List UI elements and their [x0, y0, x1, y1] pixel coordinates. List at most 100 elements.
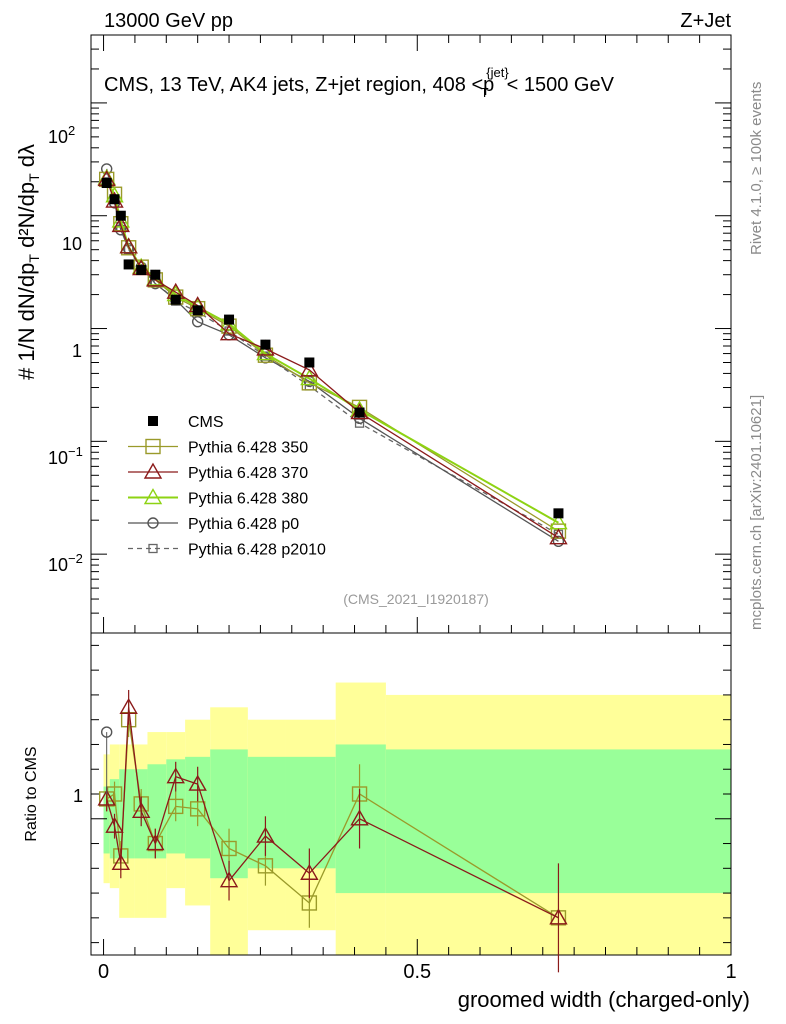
legend-marker-350 [145, 438, 161, 455]
ratio-bands [103, 682, 731, 955]
series-point-p0 [191, 315, 204, 328]
y-title-tail: d²N/dp [14, 182, 39, 254]
ratio-point-370 [549, 908, 568, 925]
y-tick-label-1e-1: 10−1 [48, 444, 83, 468]
y-tick-base: 10 [48, 127, 68, 147]
ratio-series-group [97, 689, 568, 973]
data-point-cms [192, 305, 203, 316]
series-line-p2010 [106, 181, 559, 535]
title-prefix: CMS, 13 TeV, AK4 jets, Z+jet region, 408… [104, 74, 494, 96]
main-series-group [97, 163, 568, 547]
rivet-version-text: Rivet 4.1.0, ≥ 100k events [748, 82, 765, 255]
y-title-sub: T [26, 254, 42, 263]
band-inner-segment [103, 786, 110, 854]
legend-marker-370 [143, 462, 163, 479]
series-point-p0 [100, 163, 113, 175]
series-point-p0 [552, 535, 565, 547]
legend-label-p2010: Pythia 6.428 p2010 [188, 542, 326, 559]
ratio-point-350 [221, 840, 237, 857]
legend: CMS Pythia 6.428 350 Pythia 6.428 370 Pythi… [128, 414, 326, 559]
y-axis-title-text: # 1/N dN/dpT d²N/dpT dλ [14, 144, 42, 380]
data-point-cms [123, 259, 134, 270]
rivet-text: Rivet 4.1.0, ≥ 100k events [748, 82, 765, 255]
ratio-point-370 [97, 789, 116, 806]
legend-marker-p0 [147, 517, 159, 529]
y-title-hash: # [14, 362, 39, 380]
series-line-370 [106, 179, 559, 539]
legend-label-380: Pythia 6.428 380 [188, 491, 308, 508]
legend-label-p0: Pythia 6.428 p0 [188, 516, 299, 533]
series-point-350 [550, 523, 567, 539]
y-tick-label-10: 10 [62, 234, 82, 254]
series-point-370 [300, 360, 319, 377]
ratio-point-370 [256, 826, 275, 843]
header-left: 13000 GeV pp [104, 10, 233, 32]
ratio-y-title-text: Ratio to CMS [23, 746, 40, 841]
series-point-370 [119, 237, 138, 254]
x-tick-label-0.5: 0.5 [403, 961, 431, 983]
ratio-axis-ticks [91, 644, 732, 955]
ratio-point-370 [300, 863, 319, 880]
data-point-cms [109, 194, 120, 205]
ratio-point-370 [350, 809, 369, 826]
legend-label-data: CMS [188, 414, 224, 431]
legend-label-350: Pythia 6.428 350 [188, 440, 308, 457]
title-suffix: < 1500 GeV [507, 74, 615, 96]
ratio-point-370 [188, 774, 207, 791]
analysis-watermark: (CMS_2021_I1920187) [343, 591, 489, 607]
series-point-370 [219, 324, 239, 341]
series-line-p0 [106, 168, 559, 542]
ratio-point-370 [146, 834, 165, 851]
y-tick-exp: 2 [68, 123, 75, 138]
y-tick-label-1e-2: 10−2 [48, 551, 83, 575]
title-sub: T [481, 85, 489, 100]
series-point-370 [549, 528, 568, 545]
data-point-cms [304, 357, 315, 368]
ratio-point-370 [111, 853, 131, 871]
y-tick-base: 10 [48, 448, 68, 468]
legend-marker-p2010 [148, 543, 158, 554]
main-plot-frame [90, 34, 732, 634]
y-tick-exp: −1 [68, 444, 83, 459]
legend-marker-380 [143, 488, 163, 505]
main-axis-ticks [91, 34, 732, 634]
y-title-body: 1/N dN/dp [14, 263, 39, 362]
mcplots-credit-text: mcplots.cern.ch [arXiv:2401.10621] [748, 395, 765, 630]
data-point-cms [170, 294, 181, 305]
data-point-cms [354, 407, 365, 418]
ratio-tick-label-1: 1 [73, 786, 83, 806]
ratio-point-370 [119, 697, 138, 715]
y-title-end: dλ [14, 144, 39, 173]
band-inner-segment [119, 769, 135, 859]
ratio-point-370 [131, 801, 151, 819]
ratio-point-370 [105, 816, 124, 833]
plot-title: CMS, 13 TeV, AK4 jets, Z+jet region, 408… [104, 65, 615, 100]
x-axis-title: groomed width (charged-only) [458, 987, 750, 1012]
data-point-cms [150, 269, 161, 280]
y-title-sub2: T [26, 173, 42, 182]
ratio-y-axis-title: Ratio to CMS [23, 746, 40, 841]
series-point-350 [120, 240, 137, 256]
data-point-cms [224, 314, 235, 325]
x-tick-label-1: 1 [725, 961, 736, 983]
data-point-cms [136, 265, 147, 276]
ratio-point-370 [166, 767, 185, 784]
y-tick-label-1e2: 102 [48, 123, 75, 147]
data-point-cms [115, 210, 126, 221]
ratio-point-350 [257, 858, 274, 874]
series-point-380 [256, 344, 275, 361]
ratio-point-350 [189, 801, 206, 817]
y-tick-base: 10 [48, 555, 68, 575]
data-point-cms [553, 508, 564, 519]
data-point-cms [260, 339, 271, 350]
legend-label-370: Pythia 6.428 370 [188, 465, 308, 482]
ratio-point-370 [219, 871, 239, 888]
series-point-380 [300, 369, 319, 386]
ratio-point-350 [106, 786, 123, 802]
band-inner-segment [285, 756, 336, 869]
y-tick-exp: −2 [68, 551, 83, 566]
title-sup: {jet} [486, 65, 509, 80]
header-right: Z+Jet [680, 10, 731, 32]
legend-marker-cms [148, 416, 158, 426]
